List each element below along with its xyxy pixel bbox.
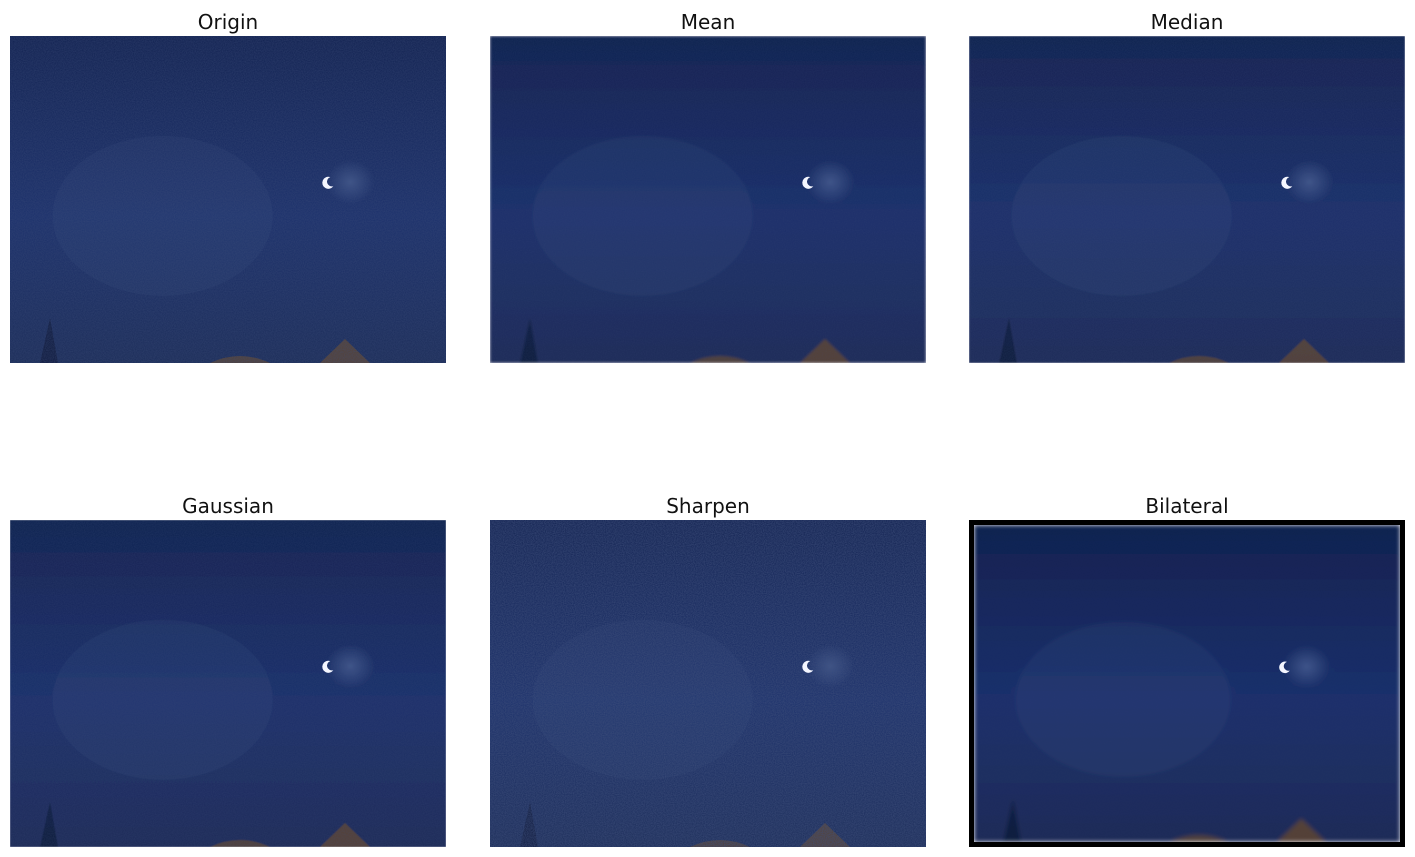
night-sky-image [10,520,446,847]
panel-title: Sharpen [666,494,750,518]
panel-mean: Mean [490,2,926,363]
crescent-moon-icon [1279,661,1290,674]
photo-median [969,36,1405,363]
image-noise [490,520,926,847]
panel-title: Median [1150,10,1224,34]
photo-gaussian [10,520,446,847]
night-sky-image [10,36,446,363]
image-noise [969,36,1405,363]
crescent-moon-icon [322,660,334,673]
panel-gaussian: Gaussian [10,486,446,847]
image-noise [974,525,1400,842]
crescent-moon-icon [1281,176,1293,189]
panel-title: Origin [197,10,259,34]
photo-mean [490,36,926,363]
panel-bilateral: Bilateral [969,486,1405,847]
image-noise [10,520,446,847]
panel-title: Mean [680,10,736,34]
photo-sharpen [490,520,926,847]
night-sky-image [490,36,926,363]
night-sky-image [490,520,926,847]
panel-title: Bilateral [1145,494,1229,518]
crescent-moon-icon [802,660,814,673]
crescent-moon-icon [802,176,814,189]
photo-origin [10,36,446,363]
panel-origin: Origin [10,2,446,363]
night-sky-image [969,36,1405,363]
night-sky-image [974,525,1400,842]
panel-median: Median [969,2,1405,363]
photo-bilateral [969,520,1405,847]
image-noise [10,36,446,363]
crescent-moon-icon [322,176,334,189]
panel-title: Gaussian [182,494,274,518]
image-noise [490,36,926,363]
panel-sharpen: Sharpen [490,486,926,847]
